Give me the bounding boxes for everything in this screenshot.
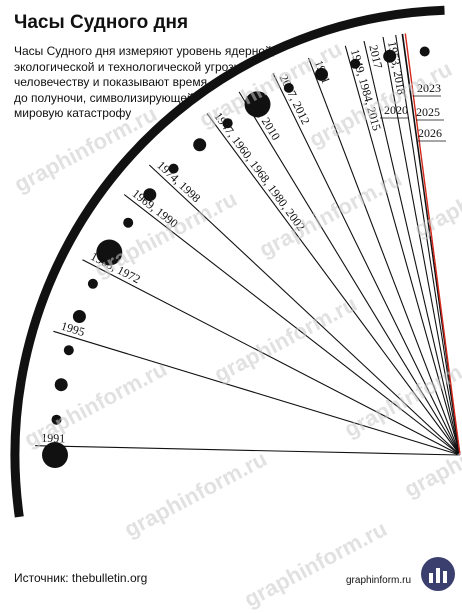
minute-marker-dot bbox=[419, 46, 430, 57]
year-label: 2017 bbox=[366, 43, 385, 70]
hour-marker-dot bbox=[96, 239, 123, 266]
clock-hand bbox=[344, 45, 461, 456]
year-label: 1995 bbox=[59, 319, 86, 339]
year-label: 2025 bbox=[416, 105, 440, 119]
year-label: 2026 bbox=[418, 126, 442, 140]
graphinform-logo bbox=[421, 557, 455, 591]
clock-hand bbox=[272, 73, 461, 456]
clock-hand bbox=[53, 330, 461, 456]
clock-hands bbox=[35, 33, 461, 456]
clock-hand bbox=[395, 34, 461, 456]
minute-marker-dot bbox=[123, 217, 134, 228]
chart-title: Часы Судного дня bbox=[14, 12, 189, 33]
subtitle-line: до полуночи, символизирующей bbox=[14, 90, 194, 105]
year-label: 1981 bbox=[312, 58, 334, 85]
minute-marker-dot bbox=[51, 414, 62, 425]
clock-hand bbox=[206, 113, 461, 456]
minute-marker-dot bbox=[143, 188, 157, 202]
year-label: 1947, 1960, 1968, 1980, 2002 bbox=[211, 109, 308, 233]
subtitle-line: Часы Судного дня измеряют уровень ядерно… bbox=[14, 44, 276, 58]
clock-hand bbox=[382, 36, 461, 456]
subtitle-line: экологической и технологической угрозы bbox=[14, 59, 243, 74]
clock-hand bbox=[363, 40, 461, 456]
minute-marker-dot bbox=[350, 58, 361, 69]
hour-marker-dot bbox=[42, 442, 68, 468]
source-note: Источник: thebulletin.org bbox=[14, 571, 148, 585]
clock-hand bbox=[307, 57, 461, 456]
minute-marker-dot bbox=[72, 310, 86, 323]
clock-rim-arc bbox=[10, 5, 445, 518]
year-label: 1974, 1998 bbox=[154, 158, 203, 205]
minute-marker-dot bbox=[63, 345, 74, 356]
minute-marker-dot bbox=[193, 138, 207, 152]
site-name: graphinform.ru bbox=[346, 575, 412, 586]
subtitle-line: человечеству и показывают время bbox=[14, 75, 208, 89]
clock-hand bbox=[148, 164, 461, 456]
minute-marker-dot bbox=[168, 163, 179, 174]
minute-marker-dot bbox=[315, 67, 328, 81]
clock-hand bbox=[82, 259, 461, 456]
year-label: 2020 bbox=[384, 103, 408, 117]
year-label: 1991 bbox=[41, 431, 65, 446]
subtitle-line: мировую катастрофу bbox=[14, 106, 132, 120]
year-label: 2023 bbox=[417, 81, 441, 95]
chart-subtitle: Часы Судного дня измеряют уровень ядерно… bbox=[14, 44, 279, 122]
minute-marker-dot bbox=[54, 378, 68, 392]
clock-hand-current bbox=[404, 33, 461, 456]
clock-dial bbox=[10, 5, 445, 518]
minute-marker-dot bbox=[87, 278, 98, 289]
clock-hand bbox=[35, 445, 461, 456]
clock-hand bbox=[238, 91, 461, 456]
minute-marker-dot bbox=[222, 118, 233, 129]
clock-hand bbox=[123, 194, 461, 456]
minute-marker-dot bbox=[283, 82, 294, 93]
